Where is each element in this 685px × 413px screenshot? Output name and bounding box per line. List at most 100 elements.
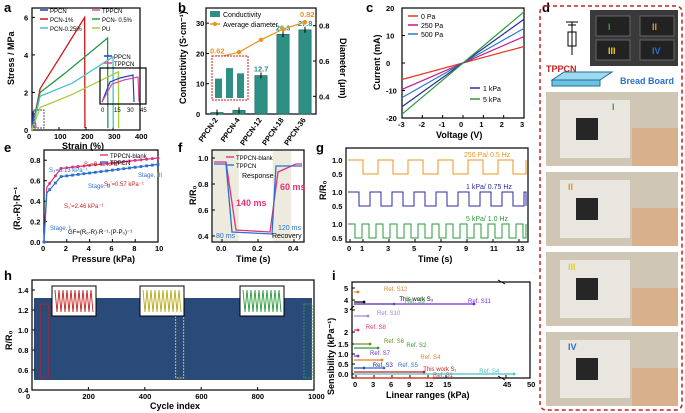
panel-label-e: e	[4, 140, 11, 155]
legend-label-c: 0 Pa	[421, 14, 436, 21]
bar-b	[276, 34, 290, 115]
x-tick-label-a: 400	[135, 132, 148, 141]
marker-e	[133, 165, 137, 169]
inset-x-tick-a: 30	[127, 108, 134, 114]
legend-marker-b	[213, 22, 217, 26]
category-label-b: PPCN-36	[282, 116, 308, 147]
marker-e	[53, 174, 57, 178]
y-tick-label-h: 0.6	[18, 366, 28, 375]
plot-frame-a	[31, 7, 141, 131]
range-marker-i	[512, 372, 516, 376]
series-line-g	[348, 223, 527, 239]
series-line-g	[348, 159, 527, 175]
inset-legend-label: TPPCN	[114, 62, 134, 68]
inset-bar-b	[215, 78, 222, 98]
y-tick-label-e: 0.0	[30, 238, 40, 247]
y-tick-label-g: 0.5	[332, 202, 342, 211]
range-label-i: Ref. S5	[398, 363, 419, 369]
inset-x-tick-a: 45	[140, 108, 147, 114]
inset-line-tppcn	[101, 76, 140, 103]
y-tick-label-f: 1.0	[198, 154, 208, 163]
marker-e	[65, 166, 69, 170]
x-tick-label-h: 400	[139, 392, 152, 401]
board-label: Bread Board	[620, 76, 674, 86]
x-axis-label-c: Voltage (V)	[436, 130, 482, 140]
range-marker-i	[422, 370, 426, 374]
marker-e	[99, 170, 103, 173]
y-tick-label-g: 0.5	[332, 234, 342, 243]
y-tick-label-i: 2	[344, 328, 348, 337]
axis-break-i	[497, 375, 506, 381]
bar-b	[254, 75, 268, 115]
x-tick-label-h: 0	[26, 392, 30, 401]
sensor-block-side	[551, 79, 601, 87]
bar-b	[298, 29, 312, 115]
panel-label-i: i	[332, 268, 336, 283]
photo-finger	[632, 368, 678, 406]
annotation-e: GF=(R₀-R)·R⁻¹·(P-P₀)⁻¹	[68, 230, 132, 236]
annotation-f: 120 ms	[278, 225, 301, 232]
legend-label-b: Average diameter	[223, 22, 279, 29]
y-axis-label-h: R/R₀	[4, 330, 14, 350]
x-tick-label-g: 3	[386, 244, 390, 253]
y-tick-label-g: 1.0	[332, 220, 342, 229]
y2-tick-label-b: 0.4	[319, 92, 330, 101]
series-line-a	[31, 15, 86, 131]
legend-label-a: PU	[102, 27, 110, 33]
y-axis-label-i: Sensibility (kPa⁻¹)	[326, 318, 336, 395]
marker-e	[116, 160, 120, 164]
panel-d-border	[539, 5, 683, 411]
legend-label-a: PCN-0.25%	[50, 27, 82, 33]
axis-break-i	[349, 305, 355, 311]
marker-e	[59, 166, 63, 170]
y-tick-label-c: -10	[386, 87, 397, 96]
diameter-label-b: 0.82	[300, 10, 315, 19]
y-tick-label-e: 0.8	[30, 156, 40, 165]
marker-e	[82, 172, 86, 176]
display-key-label: IV	[652, 46, 661, 56]
marker-e	[93, 170, 97, 174]
series-label-g: 250 Pa/ 0.5 Hz	[464, 152, 511, 159]
series-line-f	[214, 161, 302, 233]
x-tick-label-a: 200	[81, 132, 94, 141]
y-tick-label-h: 0.4	[18, 386, 29, 395]
inset-legend-label: PPCN	[114, 55, 131, 61]
x-tick-label-g: 9	[464, 244, 468, 253]
y2-tick-label-b: 0.6	[319, 57, 329, 66]
marker-e	[105, 161, 109, 165]
legend-label-f: TPPCN-blank	[236, 156, 274, 162]
legend-label-e: TPPCN-blank	[110, 154, 148, 160]
range-marker-i	[380, 358, 384, 362]
x-axis-label-h: Cycle index	[150, 401, 200, 411]
legend-label-a: PPCN	[50, 9, 67, 15]
annotation-e: Stage. III	[138, 173, 162, 179]
x-tick-label-c: 1	[479, 120, 483, 129]
x-tick-label-c: 3	[520, 120, 524, 129]
range-marker-i	[368, 342, 372, 346]
inset-frame-a	[99, 67, 147, 105]
y-tick-label-e: 0.6	[30, 177, 40, 186]
photo-digit-label: II	[568, 182, 573, 192]
y-axis-label-g: R/R₀	[318, 180, 328, 200]
range-label-i: Ref. S6	[384, 339, 405, 345]
marker-e	[71, 173, 74, 177]
photo-finger	[632, 208, 678, 246]
y-axis-label-b: Conductivity (S·cm⁻¹)	[178, 11, 188, 104]
annotation-f: 80 ms	[216, 233, 236, 240]
range-label-i: Ref. S4	[479, 369, 500, 375]
diameter-point-b	[280, 27, 286, 32]
legend-label-a: PCN- 0.5%	[102, 18, 133, 24]
marker-e	[65, 174, 69, 178]
legend-label-c: 5 kPa	[483, 97, 501, 104]
legend-label-c: 250 Pa	[421, 23, 443, 30]
display-key-label: I	[608, 22, 611, 32]
y-tick-label-a: 0	[24, 126, 28, 135]
x-tick-label-e: 4	[87, 244, 92, 253]
photo-display	[576, 118, 598, 140]
inset-wave-h	[242, 289, 282, 313]
range-label-i: Ref. S3	[373, 363, 394, 369]
marker-e	[48, 188, 52, 192]
y-tick-label-i: 1.0	[338, 350, 348, 359]
marker-e	[42, 240, 46, 244]
